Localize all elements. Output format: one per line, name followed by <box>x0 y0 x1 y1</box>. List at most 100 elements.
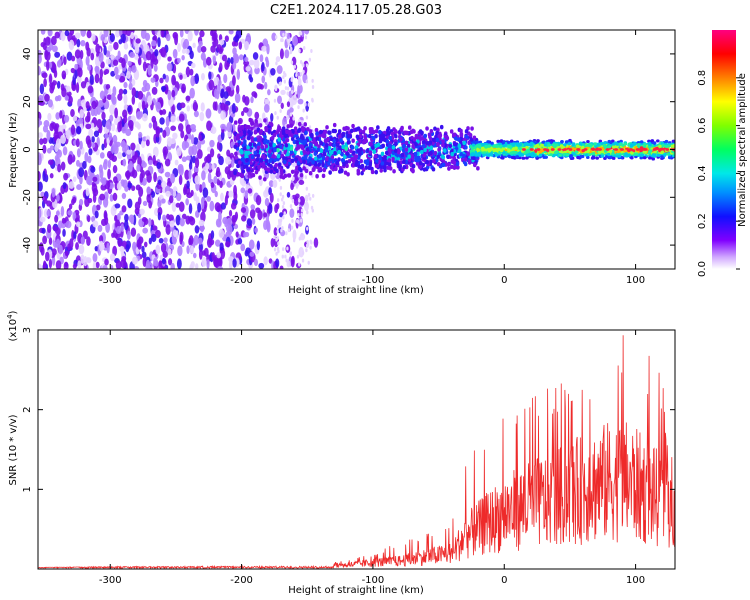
spectrogram-cell <box>79 140 83 150</box>
spectrogram-cell <box>120 179 125 187</box>
spectrogram-cell <box>48 237 53 245</box>
spectrogram-cell <box>234 92 241 104</box>
spectrogram-cell <box>245 157 249 163</box>
spectrogram-cell <box>287 228 291 233</box>
spectrogram-cell <box>136 164 141 172</box>
spectrogram-cell <box>425 126 429 131</box>
spectrogram-cell <box>167 56 172 62</box>
spectrogram-cell <box>263 189 269 198</box>
spectrogram-cell <box>68 95 73 104</box>
spectrogram-cell <box>249 251 255 257</box>
spectrogram-cell <box>74 63 79 70</box>
spectrogram-cell <box>167 89 172 101</box>
spectrogram-cell <box>290 182 294 191</box>
spectrogram-cell <box>228 260 233 269</box>
spectrogram-cell <box>335 160 340 166</box>
spectrogram-cell <box>67 154 73 165</box>
spectrogram-cell <box>520 153 525 157</box>
spectrogram-cell <box>436 142 440 147</box>
spectrogram-cell <box>371 135 376 141</box>
spectrogram-cell <box>273 227 278 237</box>
spectrogram-cell <box>164 171 171 178</box>
spectrogram-cell <box>402 159 406 165</box>
spectrogram-cell <box>80 81 87 89</box>
spectrogram-cell <box>621 143 625 147</box>
spectrogram-cell <box>165 116 170 127</box>
spectrogram-cell <box>38 181 43 192</box>
spectrogram-cell <box>300 232 304 237</box>
spectrogram-cell <box>356 148 361 153</box>
spectrogram-cell <box>307 102 311 107</box>
spectrogram-cell <box>422 167 427 172</box>
spectrogram-cell <box>373 153 378 159</box>
spectrogram-cell <box>629 144 634 148</box>
spectrogram-cell <box>281 204 285 209</box>
spectrogram-cell <box>185 155 192 161</box>
spectrogram-cell <box>141 217 147 223</box>
spectrogram-cell <box>54 51 61 58</box>
spectrogram-cell <box>612 145 616 149</box>
spectrogram-cell <box>70 67 76 74</box>
spectrogram-cell <box>261 163 266 168</box>
spectrogram-cell <box>198 248 203 260</box>
spectrogram-cell <box>90 166 96 173</box>
spectrogram-cell <box>48 73 53 84</box>
spectrogram-cell <box>227 224 233 236</box>
spectrogram-cell <box>151 233 157 243</box>
spectrogram-cell <box>190 134 195 145</box>
spectrogram-cell <box>216 252 221 259</box>
spectrogram-cell <box>166 33 171 42</box>
spectrogram-cell <box>245 66 251 72</box>
spectrogram-cell <box>636 143 641 147</box>
spectrogram-cell <box>292 173 298 184</box>
spectrogram-cell <box>263 118 267 123</box>
spectrogram-peak <box>614 148 619 151</box>
spectrogram-cell <box>263 139 267 144</box>
spectrogram-cell <box>543 143 548 147</box>
spectrogram-cell <box>396 150 401 155</box>
spectrogram-cell <box>258 262 265 269</box>
spectrogram-cell <box>128 119 134 129</box>
spectrogram-cell <box>215 170 221 178</box>
spectrogram-cell <box>314 141 319 146</box>
spectrogram-cell <box>272 147 277 153</box>
spectrogram-cell <box>413 151 418 157</box>
spectrogram-cell <box>91 122 95 129</box>
spectrogram-cell <box>171 74 176 86</box>
spectrogram-cell <box>576 155 580 160</box>
spectrogram-cell <box>75 221 81 228</box>
spectrogram-cell <box>310 205 314 210</box>
spectrogram-cell <box>113 41 119 51</box>
spectrogram-cell <box>248 117 253 123</box>
spectrogram-cell <box>264 197 270 207</box>
spectrogram-cell <box>150 77 156 83</box>
spectrogram-cell <box>273 98 277 103</box>
spectrogram-cell <box>435 137 440 143</box>
spectrogram-cell <box>170 173 176 184</box>
spectrogram-cell <box>206 196 211 202</box>
spectrogram-cell <box>295 121 299 126</box>
spectrogram-cell <box>75 242 79 250</box>
spectrogram-cell <box>145 51 152 61</box>
spectrogram-cell <box>87 85 94 94</box>
spectrogram-cell <box>259 158 264 163</box>
spectrogram-cell <box>276 148 280 153</box>
spectrogram-cell <box>144 241 148 248</box>
spectrogram-cell <box>197 202 202 213</box>
spectrogram-cell <box>270 238 275 248</box>
spectrogram-cell <box>179 102 186 109</box>
spectrogram-cell <box>194 175 201 185</box>
spectrogram-cell <box>126 230 131 240</box>
spectrogram-cell <box>206 237 213 248</box>
snr-series-line <box>38 335 675 569</box>
spectrogram-cell <box>272 154 276 159</box>
spectrogram-cell <box>274 111 277 116</box>
spectrogram-cell <box>422 153 427 158</box>
spectrogram-cell <box>185 198 189 206</box>
spectrogram-cell <box>46 129 51 141</box>
spectrogram-cell <box>198 40 203 47</box>
spectrogram-cell <box>452 160 457 165</box>
spectrogram-cell <box>77 98 82 109</box>
spectrogram-cell <box>162 250 168 258</box>
spectrogram-cell <box>642 156 647 160</box>
